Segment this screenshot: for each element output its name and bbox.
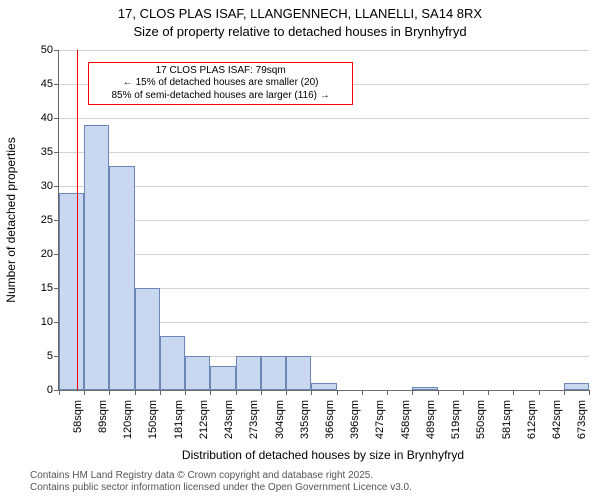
x-tick-mark (84, 390, 85, 395)
y-tick-label: 25 (41, 214, 59, 226)
x-tick-label: 273sqm (244, 400, 260, 450)
attribution: Contains HM Land Registry data © Crown c… (0, 470, 600, 494)
x-tick-label: 673sqm (572, 400, 588, 450)
chart-title-line1: 17, CLOS PLAS ISAF, LLANGENNECH, LLANELL… (0, 6, 600, 21)
x-tick-mark (564, 390, 565, 395)
x-tick-mark (387, 390, 388, 395)
annotation-line: 17 CLOS PLAS ISAF: 79sqm (95, 65, 346, 78)
x-tick-label: 489sqm (421, 400, 437, 450)
gridline (59, 118, 589, 119)
x-tick-label: 366sqm (320, 400, 336, 450)
x-tick-mark (311, 390, 312, 395)
y-tick-label: 40 (41, 112, 59, 124)
x-tick-mark (210, 390, 211, 395)
histogram-bar (261, 356, 286, 390)
histogram-bar (236, 356, 261, 390)
gridline (59, 390, 589, 391)
histogram-bar (286, 356, 311, 390)
histogram-bar (185, 356, 210, 390)
attribution-line1: Contains HM Land Registry data © Crown c… (30, 470, 600, 482)
gridline (59, 152, 589, 153)
histogram-bar (412, 387, 437, 390)
annotation-box: 17 CLOS PLAS ISAF: 79sqm← 15% of detache… (88, 62, 353, 106)
x-tick-label: 243sqm (219, 400, 235, 450)
x-tick-mark (286, 390, 287, 395)
y-tick-label: 10 (41, 316, 59, 328)
histogram-bar (311, 383, 336, 390)
histogram-bar (109, 166, 134, 390)
x-tick-mark (412, 390, 413, 395)
y-tick-label: 5 (47, 350, 59, 362)
x-tick-mark (337, 390, 338, 395)
plot-area: 0510152025303540455058sqm89sqm120sqm150s… (58, 50, 589, 391)
histogram-bar (84, 125, 109, 390)
gridline (59, 254, 589, 255)
y-axis-label: Number of detached properties (4, 137, 18, 302)
x-tick-mark (463, 390, 464, 395)
y-tick-label: 0 (47, 384, 59, 396)
x-tick-mark (236, 390, 237, 395)
annotation-line: 85% of semi-detached houses are larger (… (95, 90, 346, 103)
annotation-line: ← 15% of detached houses are smaller (20… (95, 77, 346, 90)
x-tick-label: 550sqm (471, 400, 487, 450)
x-tick-mark (59, 390, 60, 395)
x-tick-label: 581sqm (497, 400, 513, 450)
x-tick-mark (261, 390, 262, 395)
x-tick-mark (160, 390, 161, 395)
x-tick-label: 150sqm (143, 400, 159, 450)
histogram-bar (160, 336, 185, 390)
gridline (59, 220, 589, 221)
x-tick-mark (109, 390, 110, 395)
y-tick-label: 30 (41, 180, 59, 192)
x-tick-mark (539, 390, 540, 395)
x-axis-label: Distribution of detached houses by size … (58, 448, 588, 462)
gridline (59, 186, 589, 187)
y-tick-label: 50 (41, 44, 59, 56)
histogram-bar (135, 288, 160, 390)
x-tick-mark (488, 390, 489, 395)
x-tick-mark (589, 390, 590, 395)
y-tick-label: 45 (41, 78, 59, 90)
x-tick-label: 612sqm (522, 400, 538, 450)
histogram-bar (59, 193, 84, 390)
gridline (59, 50, 589, 51)
x-tick-label: 642sqm (547, 400, 563, 450)
chart-title-line2: Size of property relative to detached ho… (0, 24, 600, 39)
chart-container: 17, CLOS PLAS ISAF, LLANGENNECH, LLANELL… (0, 0, 600, 500)
attribution-line2: Contains public sector information licen… (30, 482, 600, 494)
histogram-bar (210, 366, 235, 390)
y-tick-label: 20 (41, 248, 59, 260)
reference-line (77, 50, 78, 390)
x-tick-label: 181sqm (169, 400, 185, 450)
x-tick-mark (438, 390, 439, 395)
x-tick-label: 519sqm (446, 400, 462, 450)
x-tick-mark (135, 390, 136, 395)
x-tick-mark (513, 390, 514, 395)
x-tick-label: 120sqm (118, 400, 134, 450)
x-tick-mark (185, 390, 186, 395)
x-tick-label: 458sqm (396, 400, 412, 450)
histogram-bar (564, 383, 589, 390)
x-tick-label: 427sqm (370, 400, 386, 450)
x-tick-mark (362, 390, 363, 395)
x-tick-label: 335sqm (295, 400, 311, 450)
x-tick-label: 396sqm (345, 400, 361, 450)
x-tick-label: 304sqm (270, 400, 286, 450)
y-tick-label: 35 (41, 146, 59, 158)
x-tick-label: 58sqm (68, 400, 84, 450)
x-tick-label: 89sqm (93, 400, 109, 450)
x-tick-label: 212sqm (194, 400, 210, 450)
y-tick-label: 15 (41, 282, 59, 294)
